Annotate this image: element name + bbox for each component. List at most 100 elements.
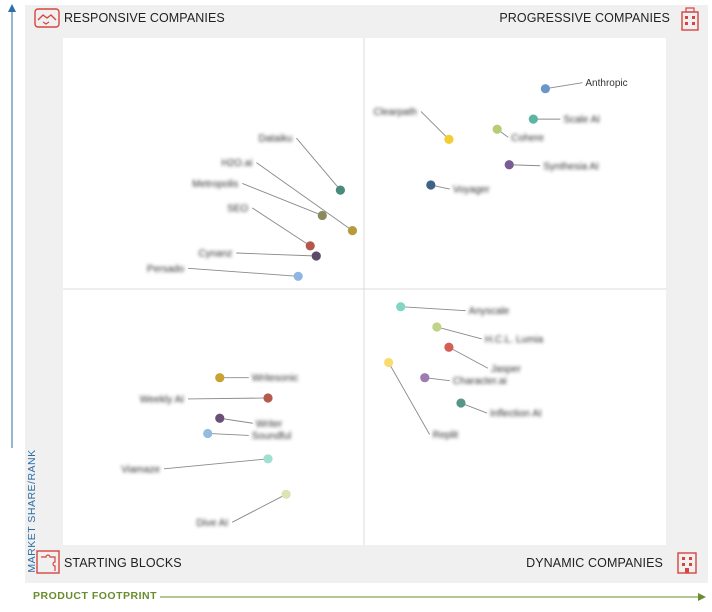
leader-line	[460, 402, 488, 414]
point-label: Dive AI	[196, 518, 228, 529]
office-icon	[677, 552, 697, 574]
point-marker	[504, 160, 514, 170]
data-point-persado: Persado	[147, 264, 303, 281]
point-marker	[420, 373, 430, 383]
point-label: Anyscale	[469, 306, 510, 317]
quadrant-title-dynamic: DYNAMIC COMPANIES	[526, 556, 663, 570]
point-marker	[215, 373, 225, 383]
data-point-cohere: Cohere	[492, 124, 544, 144]
point-label: Clearpath	[374, 107, 417, 118]
point-marker	[335, 185, 345, 195]
point-marker	[456, 398, 466, 408]
point-label: Metropolis	[192, 179, 238, 190]
point-label: Character.ai	[453, 376, 507, 387]
point-marker	[528, 114, 538, 124]
leader-line	[231, 493, 287, 523]
point-label: Anthropic	[585, 78, 627, 89]
data-point-voyager: Voyager	[426, 180, 490, 196]
point-label: Writesonic	[252, 373, 299, 384]
leader-line	[296, 137, 341, 191]
data-point-dataiku: Dataiku	[258, 134, 345, 195]
leader-line	[242, 183, 323, 216]
point-marker	[396, 302, 406, 312]
point-marker	[426, 180, 436, 190]
leader-line	[545, 82, 583, 90]
leader-line	[400, 306, 466, 312]
leader-line	[256, 162, 353, 232]
point-label: Synthesia AI	[543, 161, 599, 172]
point-label: Scale AI	[563, 115, 600, 126]
data-points: Anthropic Scale AI Cohere Clearpath Synthesi…	[121, 78, 627, 529]
point-label: H.C.L. Lumia	[485, 334, 544, 345]
point-label: Cohere	[511, 133, 544, 144]
data-point-writesonic: Writesonic	[215, 373, 298, 384]
leader-line	[163, 458, 269, 470]
data-point-soundful: Soundful	[203, 428, 291, 442]
point-marker	[311, 251, 321, 261]
leader-line	[207, 433, 249, 436]
point-marker	[317, 210, 327, 221]
point-marker	[384, 357, 394, 368]
point-marker	[305, 241, 315, 251]
point-label: H2O.ai	[221, 158, 252, 169]
data-point-seo: SEO	[227, 203, 315, 251]
point-label: Writer	[256, 419, 283, 430]
point-label: Viamaze	[121, 464, 160, 475]
point-label: Weekly AI	[140, 394, 184, 405]
point-marker	[444, 342, 454, 352]
point-marker	[293, 271, 303, 281]
data-point-character-ai: Character.ai	[420, 373, 507, 387]
leader-line	[420, 111, 450, 140]
quadrant-title-responsive: RESPONSIVE COMPANIES	[64, 11, 225, 25]
handshake-icon	[34, 8, 60, 28]
point-label: Voyager	[453, 185, 490, 196]
data-point-synthesia-ai: Synthesia AI	[504, 160, 599, 172]
leader-line	[388, 362, 431, 435]
data-point-h-c-l-lumia: H.C.L. Lumia	[432, 322, 544, 345]
leader-line	[509, 164, 541, 167]
point-label: Cynanz	[198, 249, 232, 260]
leader-line	[436, 326, 482, 340]
data-point-weekly-ai: Weekly AI	[140, 393, 273, 405]
data-point-clearpath: Clearpath	[374, 107, 454, 144]
point-label: Replit	[433, 430, 459, 441]
y-axis-label: MARKET SHARE/RANK	[26, 449, 38, 573]
data-point-cynanz: Cynanz	[198, 249, 321, 261]
point-label: Persado	[147, 264, 185, 275]
data-point-scale-ai: Scale AI	[528, 114, 600, 126]
point-marker	[347, 226, 358, 236]
data-point-replit: Replit	[384, 357, 459, 441]
data-point-viamaze: Viamaze	[121, 454, 273, 475]
puzzle-icon	[36, 550, 60, 574]
point-marker	[203, 428, 213, 439]
point-marker	[215, 413, 225, 423]
point-label: Soundful	[252, 431, 291, 442]
leader-line	[448, 346, 489, 369]
point-marker	[263, 454, 273, 464]
point-marker	[492, 124, 502, 134]
point-label: Jasper	[491, 364, 522, 375]
building-icon	[681, 7, 699, 31]
leader-line	[188, 397, 269, 400]
point-label: Inflection AI	[490, 409, 542, 420]
point-marker	[432, 322, 442, 332]
data-point-h2o-ai: H2O.ai	[221, 158, 358, 236]
point-label: SEO	[227, 203, 248, 214]
point-label: Dataiku	[258, 134, 292, 145]
y-axis-arrowhead	[8, 4, 16, 12]
data-point-metropolis: Metropolis	[192, 179, 327, 221]
leader-line	[236, 252, 317, 257]
point-marker	[263, 393, 273, 403]
data-point-inflection-ai: Inflection AI	[456, 398, 542, 420]
x-axis-arrowhead	[698, 593, 706, 601]
leader-line	[219, 417, 253, 424]
data-point-anthropic: Anthropic	[540, 78, 628, 94]
leader-line	[188, 267, 299, 277]
x-axis-label: PRODUCT FOOTPRINT	[33, 590, 157, 602]
data-point-anyscale: Anyscale	[396, 302, 510, 317]
point-marker	[281, 489, 291, 499]
point-marker	[540, 84, 551, 94]
data-point-dive-ai: Dive AI	[196, 489, 291, 529]
quadrant-title-starting-blocks: STARTING BLOCKS	[64, 556, 182, 570]
